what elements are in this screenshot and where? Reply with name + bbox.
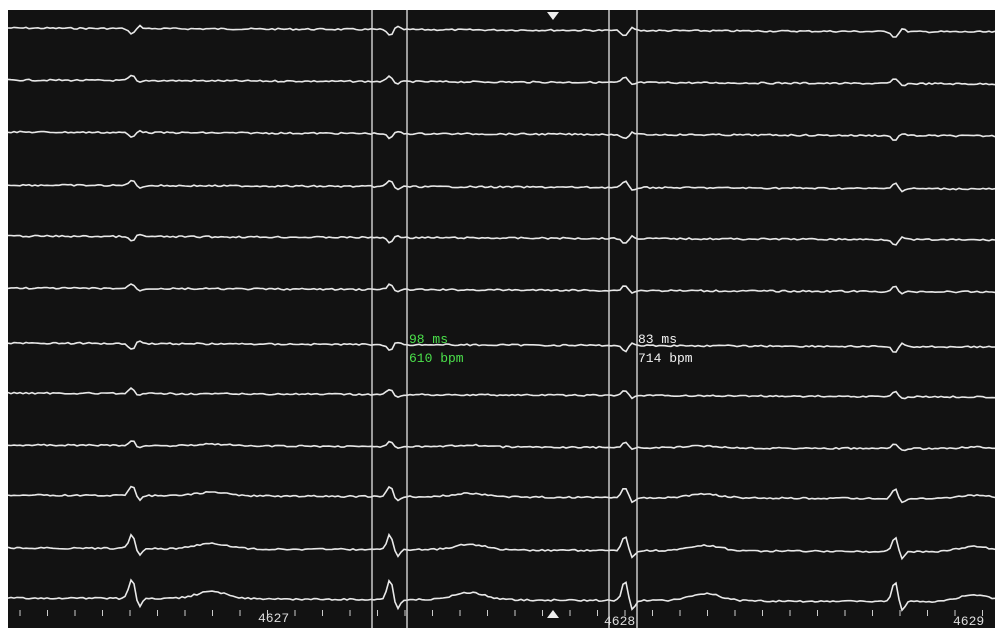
caliper-interval: 98 ms	[409, 332, 448, 347]
beat-label: 4629	[953, 614, 984, 628]
caliper-interval: 83 ms	[638, 332, 677, 347]
caliper-rate: 610 bpm	[409, 351, 464, 366]
screen-background	[8, 10, 995, 628]
page: 98 ms 610 bpm 83 ms 714 bpm 4627 4628 46…	[0, 0, 1000, 628]
beat-label: 4628	[604, 614, 635, 628]
caliper-rate: 714 bpm	[638, 351, 693, 366]
ecg-screen: 98 ms 610 bpm 83 ms 714 bpm 4627 4628 46…	[0, 0, 1000, 628]
beat-label: 4627	[258, 611, 289, 626]
